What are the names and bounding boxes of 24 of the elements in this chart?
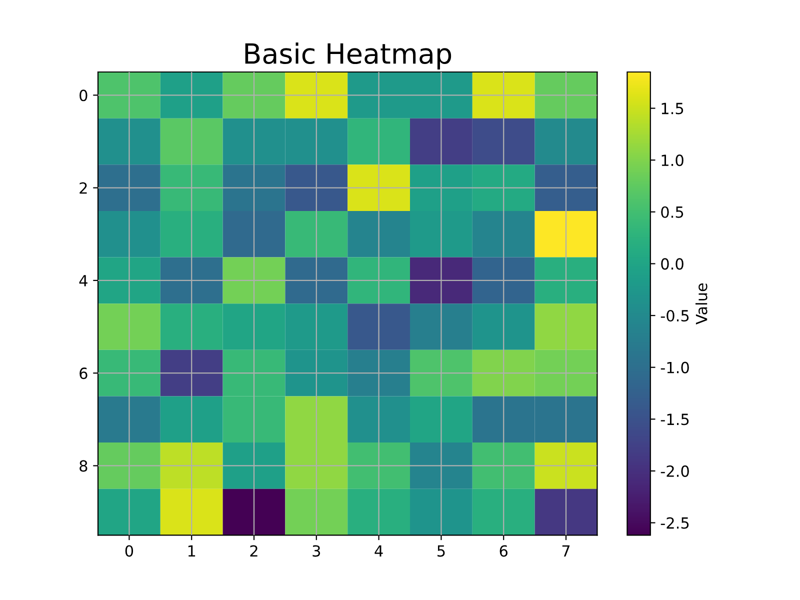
x-tick-label: 6 [500,545,508,557]
x-tick-label: 3 [312,545,320,557]
chart-title: Basic Heatmap [245,42,452,70]
color-bar-label: -2.0 [660,465,689,477]
color-bar-title: Value [695,283,708,324]
y-tick-label: 2 [80,182,87,194]
x-tick-label: 5 [438,545,445,557]
x-tick-label: 2 [250,545,258,557]
color-bar-label: -1.5 [660,414,689,426]
y-tick-label: 0 [80,90,88,102]
x-tick-label: 0 [125,545,134,557]
y-tick-label: 4 [79,275,88,286]
color-bar-label: -2.5 [660,517,689,529]
y-tick-label: 8 [80,460,88,472]
color-bar-label: 1.5 [662,102,684,114]
color-bar-label: -1.0 [660,362,689,374]
x-tick-label: 4 [374,545,383,557]
x-tick-label: 7 [562,545,570,557]
color-bar-label: 0.5 [661,206,684,218]
color-bar-label: 1.0 [662,154,684,166]
y-tick-label: 6 [80,368,88,380]
color-bar-label: 0.0 [661,258,684,270]
x-tick-label: 1 [188,545,196,557]
color-bar-label: -0.5 [660,310,689,322]
